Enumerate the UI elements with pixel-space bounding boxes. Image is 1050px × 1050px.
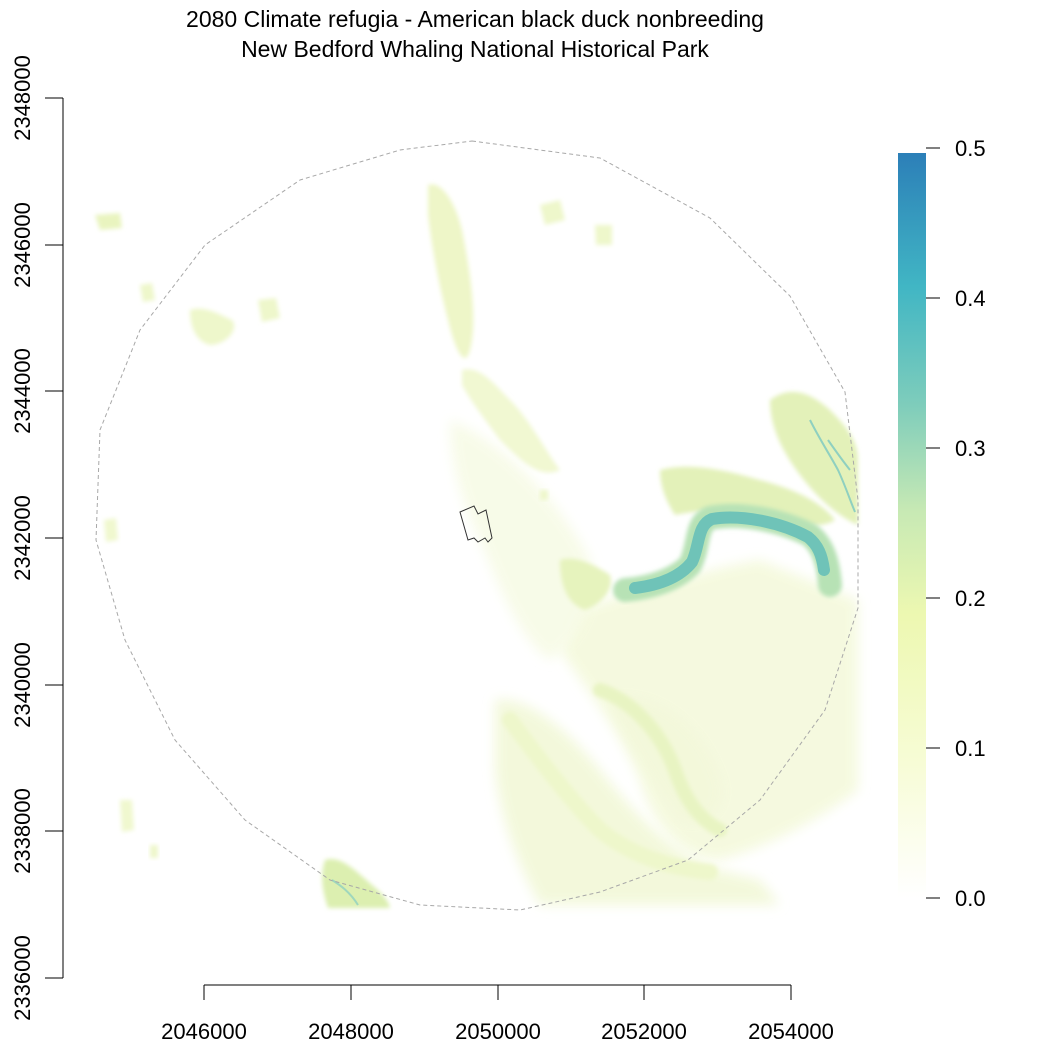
raster-patch bbox=[95, 213, 122, 230]
raster-patch bbox=[502, 712, 718, 880]
study-area-boundary bbox=[95, 140, 859, 911]
raster-patch bbox=[120, 800, 134, 832]
raster-patch bbox=[595, 225, 612, 245]
y-axis: 2336000 2338000 2340000 2342000 2344000 … bbox=[10, 55, 64, 1021]
legend-tick-label: 0.4 bbox=[955, 286, 986, 311]
legend-tick-label: 0.0 bbox=[955, 886, 986, 911]
raster-patch bbox=[809, 419, 856, 513]
map-title: 2080 Climate refugia - American black du… bbox=[0, 4, 950, 64]
raster-patch bbox=[560, 560, 858, 860]
y-tick-label: 2346000 bbox=[10, 202, 35, 288]
raster-patch bbox=[104, 518, 118, 542]
raster-patch bbox=[428, 184, 474, 359]
x-tick-label: 2052000 bbox=[601, 1019, 687, 1044]
x-tick-label: 2054000 bbox=[748, 1019, 834, 1044]
y-tick-label: 2338000 bbox=[10, 788, 35, 874]
y-tick-label: 2340000 bbox=[10, 642, 35, 728]
legend-tick-label: 0.3 bbox=[955, 436, 986, 461]
y-tick-label: 2344000 bbox=[10, 348, 35, 434]
y-tick-label: 2336000 bbox=[10, 935, 35, 1021]
raster-patch bbox=[593, 683, 727, 837]
raster-patch bbox=[495, 699, 780, 905]
raster-patch bbox=[770, 391, 858, 525]
raster-patch bbox=[140, 283, 155, 302]
raster-patch bbox=[540, 200, 565, 225]
raster-layer bbox=[95, 184, 858, 908]
y-tick-label: 2348000 bbox=[10, 55, 35, 141]
park-boundary bbox=[459, 505, 493, 543]
legend-color-bar bbox=[898, 153, 926, 898]
raster-patch bbox=[462, 369, 560, 473]
x-tick-label: 2046000 bbox=[161, 1019, 247, 1044]
x-axis: 2046000 2048000 2050000 2052000 2054000 bbox=[161, 984, 834, 1044]
legend-tick-label: 0.1 bbox=[955, 736, 986, 761]
x-tick-label: 2050000 bbox=[455, 1019, 541, 1044]
legend-tick-label: 0.5 bbox=[955, 136, 986, 161]
raster-patch bbox=[258, 298, 280, 322]
title-line-2: New Bedford Whaling National Historical … bbox=[241, 36, 709, 62]
raster-patch bbox=[331, 879, 359, 906]
legend: 0.0 0.1 0.2 0.3 0.4 0.5 bbox=[898, 136, 986, 911]
legend-tick-label: 0.2 bbox=[955, 586, 986, 611]
raster-patch bbox=[450, 420, 593, 660]
raster-patch bbox=[827, 439, 851, 471]
raster-patch bbox=[150, 845, 158, 858]
raster-patch bbox=[629, 511, 830, 594]
title-line-1: 2080 Climate refugia - American black du… bbox=[186, 6, 764, 32]
raster-patch bbox=[190, 308, 235, 345]
raster-patch bbox=[540, 490, 548, 500]
raster-patch bbox=[322, 859, 390, 908]
y-tick-label: 2342000 bbox=[10, 495, 35, 581]
x-tick-label: 2048000 bbox=[308, 1019, 394, 1044]
raster-patch bbox=[560, 558, 611, 610]
